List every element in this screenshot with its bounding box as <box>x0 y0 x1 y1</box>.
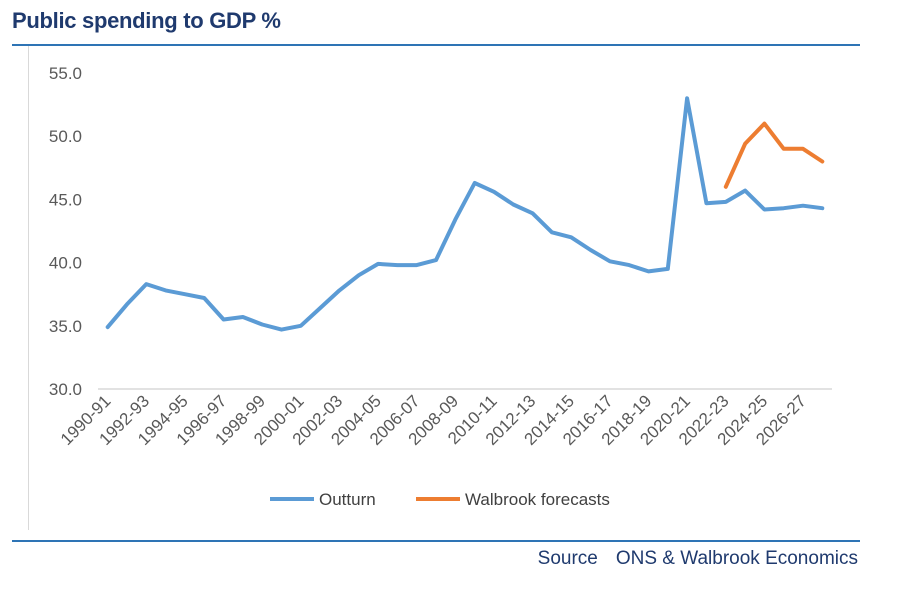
line-chart: 30.0 35.0 40.0 45.0 50.0 55.0 1990-911992-931… <box>49 64 832 509</box>
series-group <box>105 96 825 332</box>
chart-title: Public spending to GDP % <box>12 8 281 33</box>
y-tick-label: 45.0 <box>49 190 82 209</box>
title-divider <box>12 44 860 46</box>
y-tick-label: 40.0 <box>49 254 82 273</box>
footer-divider <box>12 540 860 542</box>
legend-label-forecasts: Walbrook forecasts <box>465 490 610 509</box>
y-axis: 30.0 35.0 40.0 45.0 50.0 55.0 <box>49 64 82 399</box>
legend-label-outturn: Outturn <box>319 490 376 509</box>
chart-frame-border <box>28 46 29 530</box>
source-note: Source ONS & Walbrook Economics <box>520 548 858 570</box>
y-tick-label: 30.0 <box>49 380 82 399</box>
legend: Outturn Walbrook forecasts <box>270 490 610 509</box>
y-tick-label: 35.0 <box>49 317 82 336</box>
series-line-outturn <box>105 96 825 332</box>
source-text: ONS & Walbrook Economics <box>615 548 858 569</box>
source-label: Source <box>537 548 598 569</box>
y-tick-label: 50.0 <box>49 127 82 146</box>
y-tick-label: 55.0 <box>49 64 82 83</box>
series-line-forecasts <box>723 121 825 189</box>
x-axis: 1990-911992-931994-951996-971998-992000-… <box>57 391 810 449</box>
